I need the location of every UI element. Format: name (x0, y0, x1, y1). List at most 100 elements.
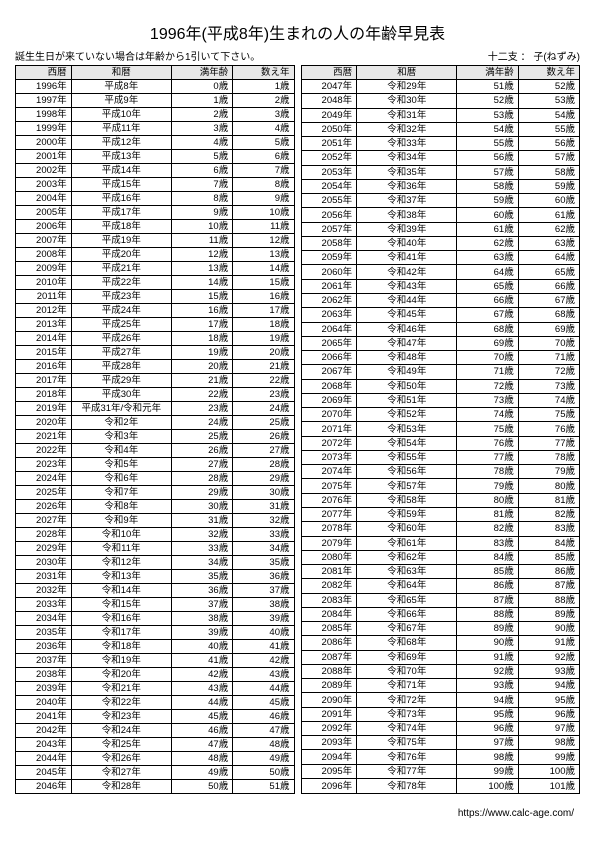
cell: 45歳 (171, 710, 232, 724)
table-row: 1998年平成10年2歳3歳 (16, 108, 295, 122)
table-row: 2072年令和54年76歳77歳 (301, 436, 580, 450)
table-row: 2076年令和58年80歳81歳 (301, 493, 580, 507)
cell: 令和61年 (357, 536, 457, 550)
cell: 2000年 (16, 136, 72, 150)
cell: 45歳 (233, 696, 294, 710)
cell: 2004年 (16, 192, 72, 206)
cell: 49歳 (233, 752, 294, 766)
cell: 2050年 (301, 122, 357, 136)
cell: 2017年 (16, 374, 72, 388)
cell: 50歳 (233, 766, 294, 780)
cell: 令和46年 (357, 322, 457, 336)
cell: 15歳 (233, 276, 294, 290)
cell: 2076年 (301, 493, 357, 507)
table-row: 2077年令和59年81歳82歳 (301, 507, 580, 521)
cell: 令和47年 (357, 336, 457, 350)
table-row: 2008年平成20年12歳13歳 (16, 248, 295, 262)
table-row: 2004年平成16年8歳9歳 (16, 192, 295, 206)
cell: 2003年 (16, 178, 72, 192)
cell: 令和53年 (357, 422, 457, 436)
cell: 26歳 (171, 444, 232, 458)
table-row: 2041年令和23年45歳46歳 (16, 710, 295, 724)
cell: 63歳 (457, 251, 518, 265)
table-row: 2066年令和48年70歳71歳 (301, 351, 580, 365)
cell: 23歳 (171, 402, 232, 416)
cell: 2061年 (301, 279, 357, 293)
cell: 平成13年 (71, 150, 171, 164)
cell: 2034年 (16, 612, 72, 626)
cell: 令和36年 (357, 179, 457, 193)
cell: 97歳 (457, 736, 518, 750)
table-row: 2092年令和74年96歳97歳 (301, 721, 580, 735)
cell: 36歳 (171, 584, 232, 598)
cell: 2051年 (301, 137, 357, 151)
table-row: 2096年令和78年100歳101歳 (301, 779, 580, 794)
cell: 33歳 (233, 528, 294, 542)
table-row: 2059年令和41年63歳64歳 (301, 251, 580, 265)
cell: 29歳 (233, 472, 294, 486)
table-row: 2010年平成22年14歳15歳 (16, 276, 295, 290)
table-row: 2007年平成19年11歳12歳 (16, 234, 295, 248)
cell: 令和76年 (357, 750, 457, 764)
cell: 8歳 (233, 178, 294, 192)
cell: 68歳 (457, 322, 518, 336)
table-row: 2035年令和17年39歳40歳 (16, 626, 295, 640)
cell: 15歳 (171, 290, 232, 304)
cell: 65歳 (518, 265, 579, 279)
cell: 71歳 (518, 351, 579, 365)
page-title: 1996年(平成8年)生まれの人の年齢早見表 (15, 20, 580, 44)
cell: 40歳 (233, 626, 294, 640)
cell: 5歳 (171, 150, 232, 164)
cell: 2058年 (301, 236, 357, 250)
table-row: 2080年令和62年84歳85歳 (301, 550, 580, 564)
cell: 1997年 (16, 94, 72, 108)
table-row: 2088年令和70年92歳93歳 (301, 664, 580, 678)
footer-url: https://www.calc-age.com/ (15, 808, 580, 819)
table-row: 2061年令和43年65歳66歳 (301, 279, 580, 293)
cell: 87歳 (518, 579, 579, 593)
cell: 令和68年 (357, 636, 457, 650)
cell: 2037年 (16, 654, 72, 668)
cell: 88歳 (518, 593, 579, 607)
table-row: 2039年令和21年43歳44歳 (16, 682, 295, 696)
cell: 91歳 (518, 636, 579, 650)
cell: 令和2年 (71, 416, 171, 430)
cell: 令和50年 (357, 379, 457, 393)
cell: 3歳 (171, 122, 232, 136)
cell: 35歳 (171, 570, 232, 584)
cell: 84歳 (457, 550, 518, 564)
cell: 33歳 (171, 542, 232, 556)
cell: 2002年 (16, 164, 72, 178)
cell: 31歳 (233, 500, 294, 514)
cell: 82歳 (457, 522, 518, 536)
table-row: 2069年令和51年73歳74歳 (301, 393, 580, 407)
table-row: 2045年令和27年49歳50歳 (16, 766, 295, 780)
cell: 70歳 (518, 336, 579, 350)
cell: 9歳 (171, 206, 232, 220)
cell: 95歳 (457, 707, 518, 721)
table-row: 2057年令和39年61歳62歳 (301, 222, 580, 236)
cell: 11歳 (233, 220, 294, 234)
cell: 86歳 (518, 565, 579, 579)
cell: 令和39年 (357, 222, 457, 236)
header-wareki: 和暦 (357, 66, 457, 80)
cell: 令和23年 (71, 710, 171, 724)
table-row: 2033年令和15年37歳38歳 (16, 598, 295, 612)
header-seireki: 西暦 (301, 66, 357, 80)
cell: 76歳 (457, 436, 518, 450)
cell: 79歳 (518, 465, 579, 479)
cell: 2079年 (301, 536, 357, 550)
cell: 90歳 (518, 622, 579, 636)
cell: 89歳 (457, 622, 518, 636)
cell: 41歳 (171, 654, 232, 668)
cell: 平成24年 (71, 304, 171, 318)
table-row: 2064年令和46年68歳69歳 (301, 322, 580, 336)
table-row: 2068年令和50年72歳73歳 (301, 379, 580, 393)
table-row: 2084年令和66年88歳89歳 (301, 607, 580, 621)
table-row: 2054年令和36年58歳59歳 (301, 179, 580, 193)
table-row: 2040年令和22年44歳45歳 (16, 696, 295, 710)
cell: 77歳 (518, 436, 579, 450)
table-row: 2058年令和40年62歳63歳 (301, 236, 580, 250)
cell: 85歳 (518, 550, 579, 564)
cell: 2066年 (301, 351, 357, 365)
